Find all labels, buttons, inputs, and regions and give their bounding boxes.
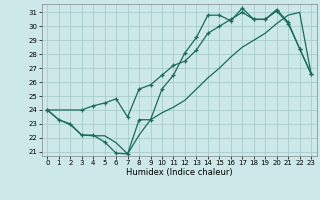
X-axis label: Humidex (Indice chaleur): Humidex (Indice chaleur) [126,168,233,177]
